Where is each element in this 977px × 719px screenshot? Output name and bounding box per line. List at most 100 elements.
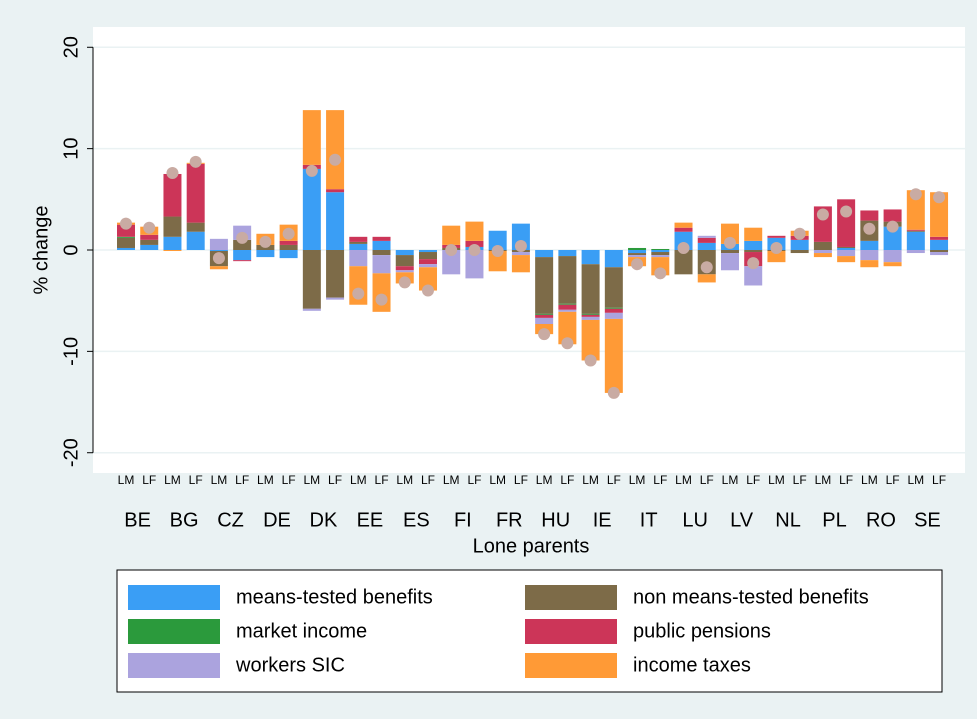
bar-segment <box>906 190 925 230</box>
x-tick-label: LF <box>328 473 342 487</box>
bar-segment <box>581 313 600 315</box>
total-marker <box>305 164 318 177</box>
total-marker <box>143 221 156 234</box>
bar-segment <box>628 255 647 258</box>
bar-segment <box>744 227 763 241</box>
legend-swatch <box>128 585 220 610</box>
total-marker <box>398 276 411 289</box>
bar-segment <box>395 250 414 256</box>
bar-segment <box>186 222 205 232</box>
bar-segment <box>488 230 507 250</box>
bar-segment <box>720 223 739 244</box>
bar-segment <box>511 255 530 273</box>
bar-segment <box>604 250 623 268</box>
bar-segment <box>140 234 159 240</box>
x-tick-label: LF <box>421 473 435 487</box>
group-label: PL <box>822 509 846 531</box>
x-axis-label: Lone parents <box>473 535 590 557</box>
x-tick-label: LF <box>700 473 714 487</box>
bar-segment <box>186 163 205 223</box>
bar-segment <box>604 267 623 308</box>
bar-segment <box>256 250 275 258</box>
bar-segment <box>720 250 739 254</box>
bar-segment <box>604 312 623 319</box>
bar-segment <box>883 250 902 263</box>
bar-segment <box>744 250 763 253</box>
total-marker <box>259 235 272 248</box>
bar-segment <box>117 247 135 250</box>
bar-segment <box>883 262 902 267</box>
bar-segment <box>883 226 902 250</box>
bar-segment <box>581 316 600 320</box>
bar-segment <box>349 236 368 242</box>
bar-segment <box>418 267 437 291</box>
bar-segment <box>163 250 182 252</box>
bar-segment <box>674 250 693 275</box>
bar-segment <box>326 189 345 193</box>
y-axis-label: % change <box>30 206 52 295</box>
y-tick-label: 0 <box>60 244 82 255</box>
total-marker <box>631 258 644 271</box>
total-marker <box>840 205 853 218</box>
group-label: NL <box>775 509 801 531</box>
bar-segment <box>326 110 345 190</box>
group-label: CZ <box>217 509 244 531</box>
bar-segment <box>581 250 600 265</box>
bar-segment <box>349 250 368 267</box>
bar-segment <box>906 230 925 232</box>
bar-segment <box>558 256 577 304</box>
bar-segment <box>906 250 925 254</box>
legend-label: market income <box>236 620 367 642</box>
bar-segment <box>395 255 414 267</box>
x-tick-label: LF <box>793 473 807 487</box>
x-tick-label: LM <box>768 473 785 487</box>
bar-segment <box>628 253 647 256</box>
legend-label: income taxes <box>633 654 751 676</box>
bar-segment <box>279 250 298 259</box>
bar-segment <box>233 250 252 261</box>
bar-segment <box>744 266 763 286</box>
x-tick-label: LF <box>282 473 296 487</box>
x-tick-label: LF <box>560 473 574 487</box>
bar-segment <box>930 192 949 237</box>
bar-segment <box>418 250 437 253</box>
total-marker <box>700 261 713 274</box>
bar-segment <box>418 259 437 265</box>
bar-segment <box>349 243 368 250</box>
bar-segment <box>860 210 879 221</box>
x-tick-label: LM <box>861 473 878 487</box>
bar-segment <box>860 240 879 250</box>
bar-segment <box>465 221 484 241</box>
x-tick-label: LF <box>653 473 667 487</box>
x-tick-label: LF <box>375 473 389 487</box>
total-marker <box>654 267 667 280</box>
bar-segment <box>581 264 600 314</box>
group-label: IT <box>640 509 658 531</box>
bar-segment <box>604 318 623 393</box>
x-tick-label: LM <box>257 473 274 487</box>
x-tick-label: LF <box>886 473 900 487</box>
bar-segment <box>326 297 345 300</box>
group-label: IE <box>593 509 612 531</box>
group-label: FR <box>496 509 523 531</box>
y-tick-label: 20 <box>60 36 82 58</box>
bar-segment <box>279 244 298 250</box>
x-tick-label: LM <box>907 473 924 487</box>
x-tick-label: LM <box>815 473 832 487</box>
legend-swatch <box>525 619 617 644</box>
x-tick-label: LF <box>189 473 203 487</box>
bar-segment <box>418 264 437 268</box>
bar-segment <box>860 250 879 261</box>
bar-segment <box>535 257 554 314</box>
bar-segment <box>209 250 228 252</box>
total-marker <box>747 257 760 270</box>
bar-segment <box>558 250 577 257</box>
x-tick-label: LM <box>164 473 181 487</box>
x-tick-label: LM <box>489 473 506 487</box>
bar-segment <box>558 309 577 312</box>
bar-segment <box>558 303 577 305</box>
legend-label: means-tested benefits <box>236 586 433 608</box>
group-label: HU <box>541 509 570 531</box>
bar-segment <box>930 252 949 256</box>
x-tick-label: LM <box>211 473 228 487</box>
